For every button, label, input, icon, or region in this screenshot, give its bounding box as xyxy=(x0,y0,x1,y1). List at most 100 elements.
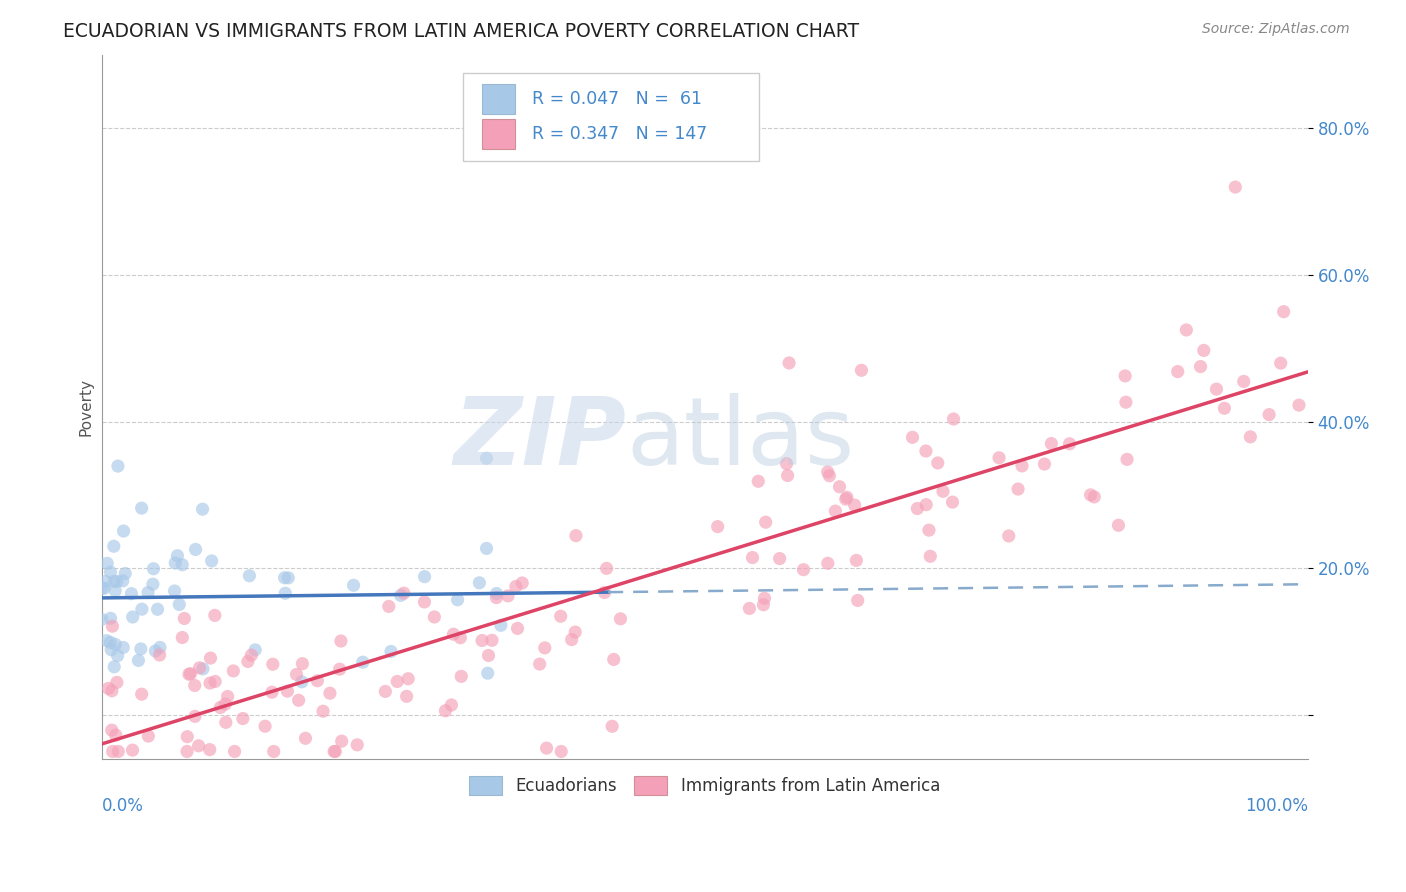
Point xyxy=(166,549,188,563)
Point xyxy=(529,657,551,671)
Point xyxy=(941,495,963,509)
Point xyxy=(1272,304,1295,318)
Point xyxy=(107,744,129,758)
Point xyxy=(204,674,226,689)
Point xyxy=(232,712,254,726)
Point xyxy=(395,690,418,704)
Point xyxy=(165,556,187,570)
Point xyxy=(224,744,246,758)
Point xyxy=(477,666,499,681)
Point xyxy=(905,501,928,516)
Point xyxy=(901,430,924,444)
Text: R = 0.347   N = 147: R = 0.347 N = 147 xyxy=(533,125,707,143)
Point xyxy=(1083,490,1105,504)
Point xyxy=(111,574,134,588)
Point xyxy=(374,684,396,698)
Point xyxy=(475,451,498,466)
Point xyxy=(191,502,214,516)
Point xyxy=(254,719,277,733)
Point xyxy=(120,587,142,601)
Point xyxy=(273,571,295,585)
Point xyxy=(1270,356,1292,370)
Point xyxy=(180,666,202,681)
Point xyxy=(352,655,374,669)
Point xyxy=(146,602,169,616)
Point xyxy=(131,602,153,616)
Point xyxy=(319,686,342,700)
Point xyxy=(378,599,401,614)
Point xyxy=(446,592,468,607)
Point xyxy=(200,651,222,665)
Point xyxy=(561,632,583,647)
Point xyxy=(496,589,519,603)
Point xyxy=(136,585,159,599)
Point xyxy=(149,640,172,655)
Point xyxy=(204,608,226,623)
Point xyxy=(198,676,221,690)
Point xyxy=(1225,180,1247,194)
Point xyxy=(107,648,129,663)
Point xyxy=(489,618,512,632)
Point xyxy=(215,715,238,730)
Point xyxy=(329,634,352,648)
Point xyxy=(176,744,198,758)
Point xyxy=(389,588,412,602)
Text: ZIP: ZIP xyxy=(453,392,626,484)
Point xyxy=(392,586,415,600)
Point xyxy=(1213,401,1236,416)
Point xyxy=(450,669,472,683)
Point xyxy=(1116,452,1139,467)
Point xyxy=(191,662,214,676)
Point xyxy=(100,642,122,657)
Point xyxy=(1167,365,1189,379)
Point xyxy=(475,541,498,556)
Point xyxy=(510,576,533,591)
Point xyxy=(752,598,775,612)
Point xyxy=(932,484,955,499)
Point xyxy=(131,501,153,516)
Point xyxy=(565,529,588,543)
Point xyxy=(380,644,402,658)
Point xyxy=(138,729,160,743)
Point xyxy=(600,719,623,733)
Point xyxy=(481,633,503,648)
Point xyxy=(307,673,329,688)
Point xyxy=(103,539,125,553)
Point xyxy=(342,578,364,592)
Point xyxy=(177,667,200,681)
Point xyxy=(103,574,125,589)
Point xyxy=(396,672,419,686)
Point xyxy=(346,738,368,752)
Point xyxy=(915,498,938,512)
Point xyxy=(449,631,471,645)
Point xyxy=(91,581,114,595)
Point xyxy=(101,744,124,758)
Point xyxy=(222,664,245,678)
Point xyxy=(104,728,127,742)
Point xyxy=(817,556,839,570)
Point xyxy=(1040,436,1063,450)
Point xyxy=(754,591,776,606)
Point xyxy=(920,549,942,564)
Point xyxy=(101,683,124,698)
Point xyxy=(172,631,194,645)
Point xyxy=(101,619,124,633)
Point xyxy=(533,640,555,655)
Point xyxy=(274,586,297,600)
Point xyxy=(1107,518,1129,533)
Point xyxy=(188,661,211,675)
Point xyxy=(595,561,617,575)
Point xyxy=(1239,430,1261,444)
Point xyxy=(387,674,409,689)
Point xyxy=(114,566,136,581)
Point xyxy=(440,698,463,712)
Point xyxy=(769,551,792,566)
Point xyxy=(107,459,129,474)
Point xyxy=(477,648,499,663)
Point xyxy=(238,568,260,582)
Point xyxy=(844,498,866,512)
Point xyxy=(1205,382,1227,396)
Point xyxy=(172,558,194,572)
Point xyxy=(485,586,508,600)
Point xyxy=(988,450,1011,465)
